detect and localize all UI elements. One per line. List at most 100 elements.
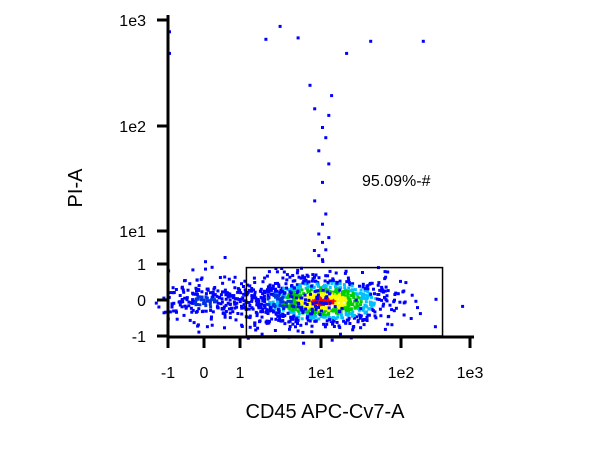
event-point <box>372 301 376 305</box>
event-point <box>321 301 325 305</box>
event-point <box>295 316 299 320</box>
event-point <box>328 286 332 289</box>
event-point <box>353 288 357 292</box>
event-point <box>328 318 332 322</box>
event-point <box>281 319 285 323</box>
event-point <box>335 303 339 307</box>
event-point <box>355 302 359 306</box>
event-point <box>324 289 328 293</box>
event-point <box>298 290 302 294</box>
event-point <box>383 270 387 274</box>
x-tick-label: 1e1 <box>308 365 335 382</box>
event-point <box>191 292 195 296</box>
event-point <box>332 325 336 328</box>
event-point <box>266 295 270 299</box>
event-point <box>197 284 201 287</box>
event-point <box>386 270 390 274</box>
event-point <box>289 300 293 304</box>
event-point <box>402 289 406 293</box>
event-point <box>294 325 297 329</box>
event-point <box>261 292 265 296</box>
event-point <box>383 296 387 300</box>
event-point <box>335 291 339 295</box>
event-point <box>334 271 338 275</box>
event-point <box>239 291 243 295</box>
event-point <box>347 309 351 313</box>
event-point <box>267 288 271 292</box>
event-point <box>392 309 396 313</box>
event-point <box>204 295 208 299</box>
event-point <box>290 304 294 308</box>
event-point <box>302 279 306 283</box>
event-point <box>418 312 422 316</box>
event-point <box>198 303 202 307</box>
event-point <box>335 305 339 309</box>
event-point <box>169 291 173 295</box>
event-point <box>346 292 350 296</box>
event-point <box>351 310 355 314</box>
event-point <box>296 305 300 309</box>
event-point <box>402 313 406 317</box>
event-point <box>220 306 224 310</box>
event-point <box>382 302 386 306</box>
event-point <box>254 328 258 332</box>
event-point <box>403 300 407 304</box>
event-point <box>252 276 256 280</box>
event-point <box>311 299 315 303</box>
event-point <box>314 307 318 311</box>
event-point <box>348 312 352 316</box>
event-point <box>348 322 352 325</box>
event-point <box>232 300 236 304</box>
event-point <box>311 273 315 277</box>
event-point <box>164 310 168 314</box>
event-point <box>381 304 385 308</box>
event-point <box>263 300 267 304</box>
event-point <box>370 307 374 311</box>
event-point <box>345 299 349 303</box>
event-point <box>398 300 402 304</box>
event-point <box>228 311 232 315</box>
event-point <box>228 292 232 296</box>
event-point <box>342 292 346 296</box>
event-point <box>291 317 295 321</box>
event-point <box>363 311 367 315</box>
event-point <box>334 290 338 294</box>
event-point <box>324 284 328 288</box>
event-point <box>399 279 402 283</box>
event-point <box>190 310 194 314</box>
event-point <box>354 298 358 302</box>
event-point <box>324 274 328 278</box>
event-point <box>235 305 239 309</box>
event-point <box>185 296 189 300</box>
event-point <box>313 199 317 203</box>
event-point <box>262 304 266 307</box>
event-point <box>362 292 366 296</box>
event-point <box>329 320 333 323</box>
event-point <box>433 325 437 329</box>
event-point <box>318 313 322 317</box>
event-point <box>255 312 259 316</box>
event-point <box>310 310 314 314</box>
event-point <box>194 310 198 314</box>
event-point <box>292 305 296 309</box>
event-point <box>340 298 344 302</box>
event-point <box>308 319 312 323</box>
event-point <box>194 286 198 290</box>
event-point <box>297 275 301 279</box>
event-point <box>157 305 161 309</box>
event-point <box>212 298 216 302</box>
event-point <box>323 301 327 305</box>
event-point <box>345 313 349 317</box>
event-point <box>268 309 272 313</box>
event-point <box>211 296 215 300</box>
event-point <box>263 306 267 310</box>
event-point <box>365 315 369 319</box>
event-point <box>303 301 307 305</box>
event-point <box>313 107 317 111</box>
event-point <box>221 281 225 285</box>
event-point <box>338 310 341 314</box>
event-point <box>266 311 270 315</box>
event-point <box>333 305 337 309</box>
event-point <box>416 306 419 310</box>
event-point <box>263 276 267 280</box>
